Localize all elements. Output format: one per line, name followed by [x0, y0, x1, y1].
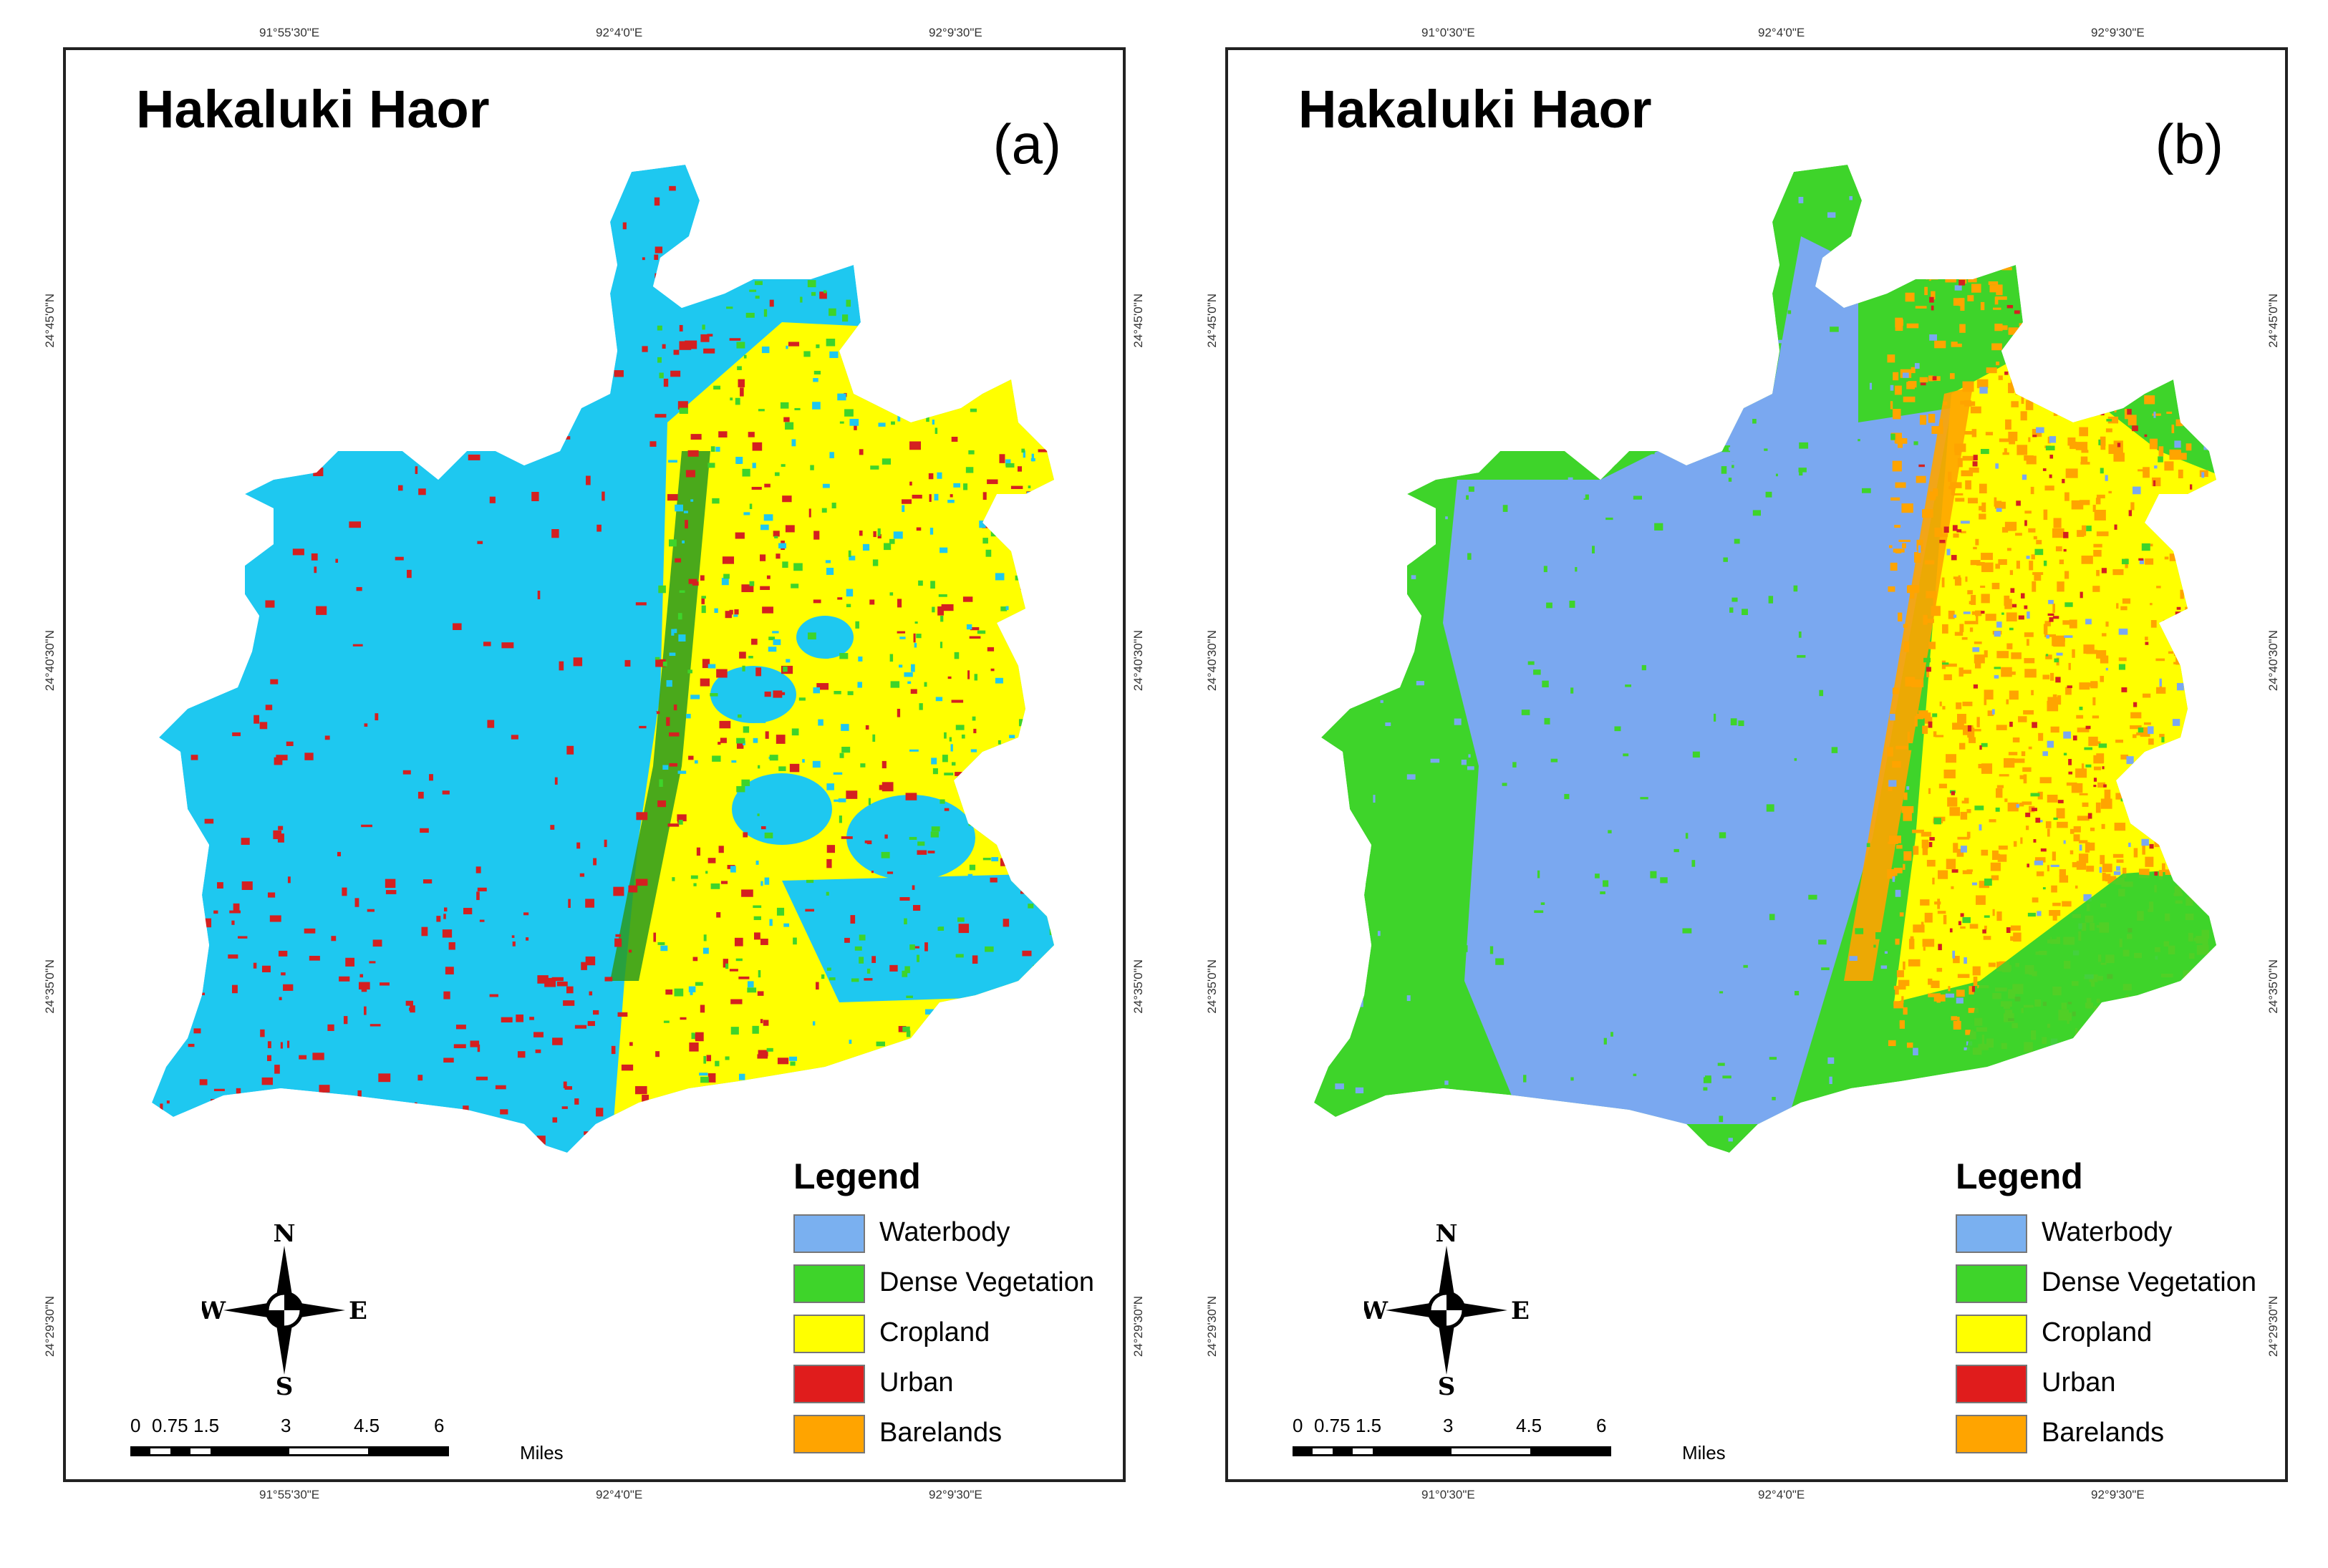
left-tick: 24°45'0"N: [43, 294, 57, 348]
svg-text:E: E: [1511, 1297, 1529, 1325]
map-title: Hakaluki Haor: [1298, 79, 1652, 139]
north-arrow-compass: N S W E: [202, 1224, 367, 1396]
map-panel-a: Hakaluki Haor (a) 91°55'30"E 92°4'0"E 92…: [43, 26, 1145, 1501]
bottom-tick: 92°9'30"E: [929, 1488, 982, 1501]
left-tick: 24°45'0"N: [1205, 294, 1219, 348]
svg-text:W: W: [202, 1297, 226, 1325]
waterbody-swatch: [1956, 1214, 2027, 1253]
bottom-tick: 91°0'30"E: [1421, 1488, 1475, 1501]
dense-vegetation-swatch: [1956, 1264, 2027, 1303]
north-arrow-compass: N S W E: [1364, 1224, 1529, 1396]
top-tick: 91°55'30"E: [259, 26, 320, 39]
land-cover-raster: [152, 165, 1054, 1153]
svg-text:S: S: [276, 1373, 294, 1396]
svg-text:E: E: [349, 1297, 367, 1325]
legend-title: Legend: [1956, 1156, 2083, 1196]
right-tick: 24°40'30"N: [2266, 630, 2280, 692]
bottom-tick: 91°55'30"E: [259, 1488, 320, 1501]
urban-swatch: [1956, 1365, 2027, 1403]
land-cover-map-b: [1314, 165, 2216, 1153]
bottom-tick: 92°4'0"E: [596, 1488, 643, 1501]
dense-vegetation-swatch: [793, 1264, 865, 1303]
svg-text:S: S: [1438, 1373, 1456, 1396]
top-tick: 92°9'30"E: [929, 26, 982, 39]
right-tick: 24°35'0"N: [1131, 959, 1145, 1014]
svg-text:W: W: [1364, 1297, 1388, 1325]
svg-text:N: N: [1435, 1224, 1457, 1248]
right-tick: 24°45'0"N: [1131, 294, 1145, 348]
top-tick: 92°4'0"E: [1758, 26, 1805, 39]
bottom-tick: 92°4'0"E: [1758, 1488, 1805, 1501]
left-tick: 24°40'30"N: [1205, 630, 1219, 692]
left-tick: 24°35'0"N: [43, 959, 57, 1014]
cropland-swatch: [1956, 1315, 2027, 1353]
panel-label: (a): [992, 112, 1061, 175]
svg-text:N: N: [273, 1224, 295, 1248]
top-tick: 91°0'30"E: [1421, 26, 1475, 39]
right-tick: 24°29'30"N: [1131, 1296, 1145, 1358]
top-tick: 92°9'30"E: [2091, 26, 2145, 39]
land-cover-map-a: [152, 165, 1054, 1153]
left-tick: 24°29'30"N: [1205, 1296, 1219, 1358]
urban-swatch: [793, 1365, 865, 1403]
map-title: Hakaluki Haor: [136, 79, 490, 139]
left-tick: 24°29'30"N: [43, 1296, 57, 1358]
scale-bar: 0 0.75 1.5 3 4.5 6 Miles: [1293, 1415, 1726, 1463]
map-panel-b: Hakaluki Haor (b) 91°0'30"E 92°4'0"E 92°…: [1205, 26, 2288, 1501]
barelands-swatch: [1956, 1415, 2027, 1453]
right-tick: 24°45'0"N: [2266, 294, 2280, 348]
land-cover-raster: [1314, 165, 2216, 1153]
waterbody-swatch: [793, 1214, 865, 1253]
bottom-tick: 92°9'30"E: [2091, 1488, 2145, 1501]
cropland-swatch: [793, 1315, 865, 1353]
scale-bar: 0 0.75 1.5 3 4.5 6 Miles: [130, 1415, 564, 1463]
right-tick: 24°29'30"N: [2266, 1296, 2280, 1358]
left-tick: 24°40'30"N: [43, 630, 57, 692]
right-tick: 24°40'30"N: [1131, 630, 1145, 692]
left-tick: 24°35'0"N: [1205, 959, 1219, 1014]
legend-title: Legend: [793, 1156, 921, 1196]
barelands-swatch: [793, 1415, 865, 1453]
top-tick: 92°4'0"E: [596, 26, 643, 39]
right-tick: 24°35'0"N: [2266, 959, 2280, 1014]
panel-label: (b): [2155, 112, 2223, 175]
